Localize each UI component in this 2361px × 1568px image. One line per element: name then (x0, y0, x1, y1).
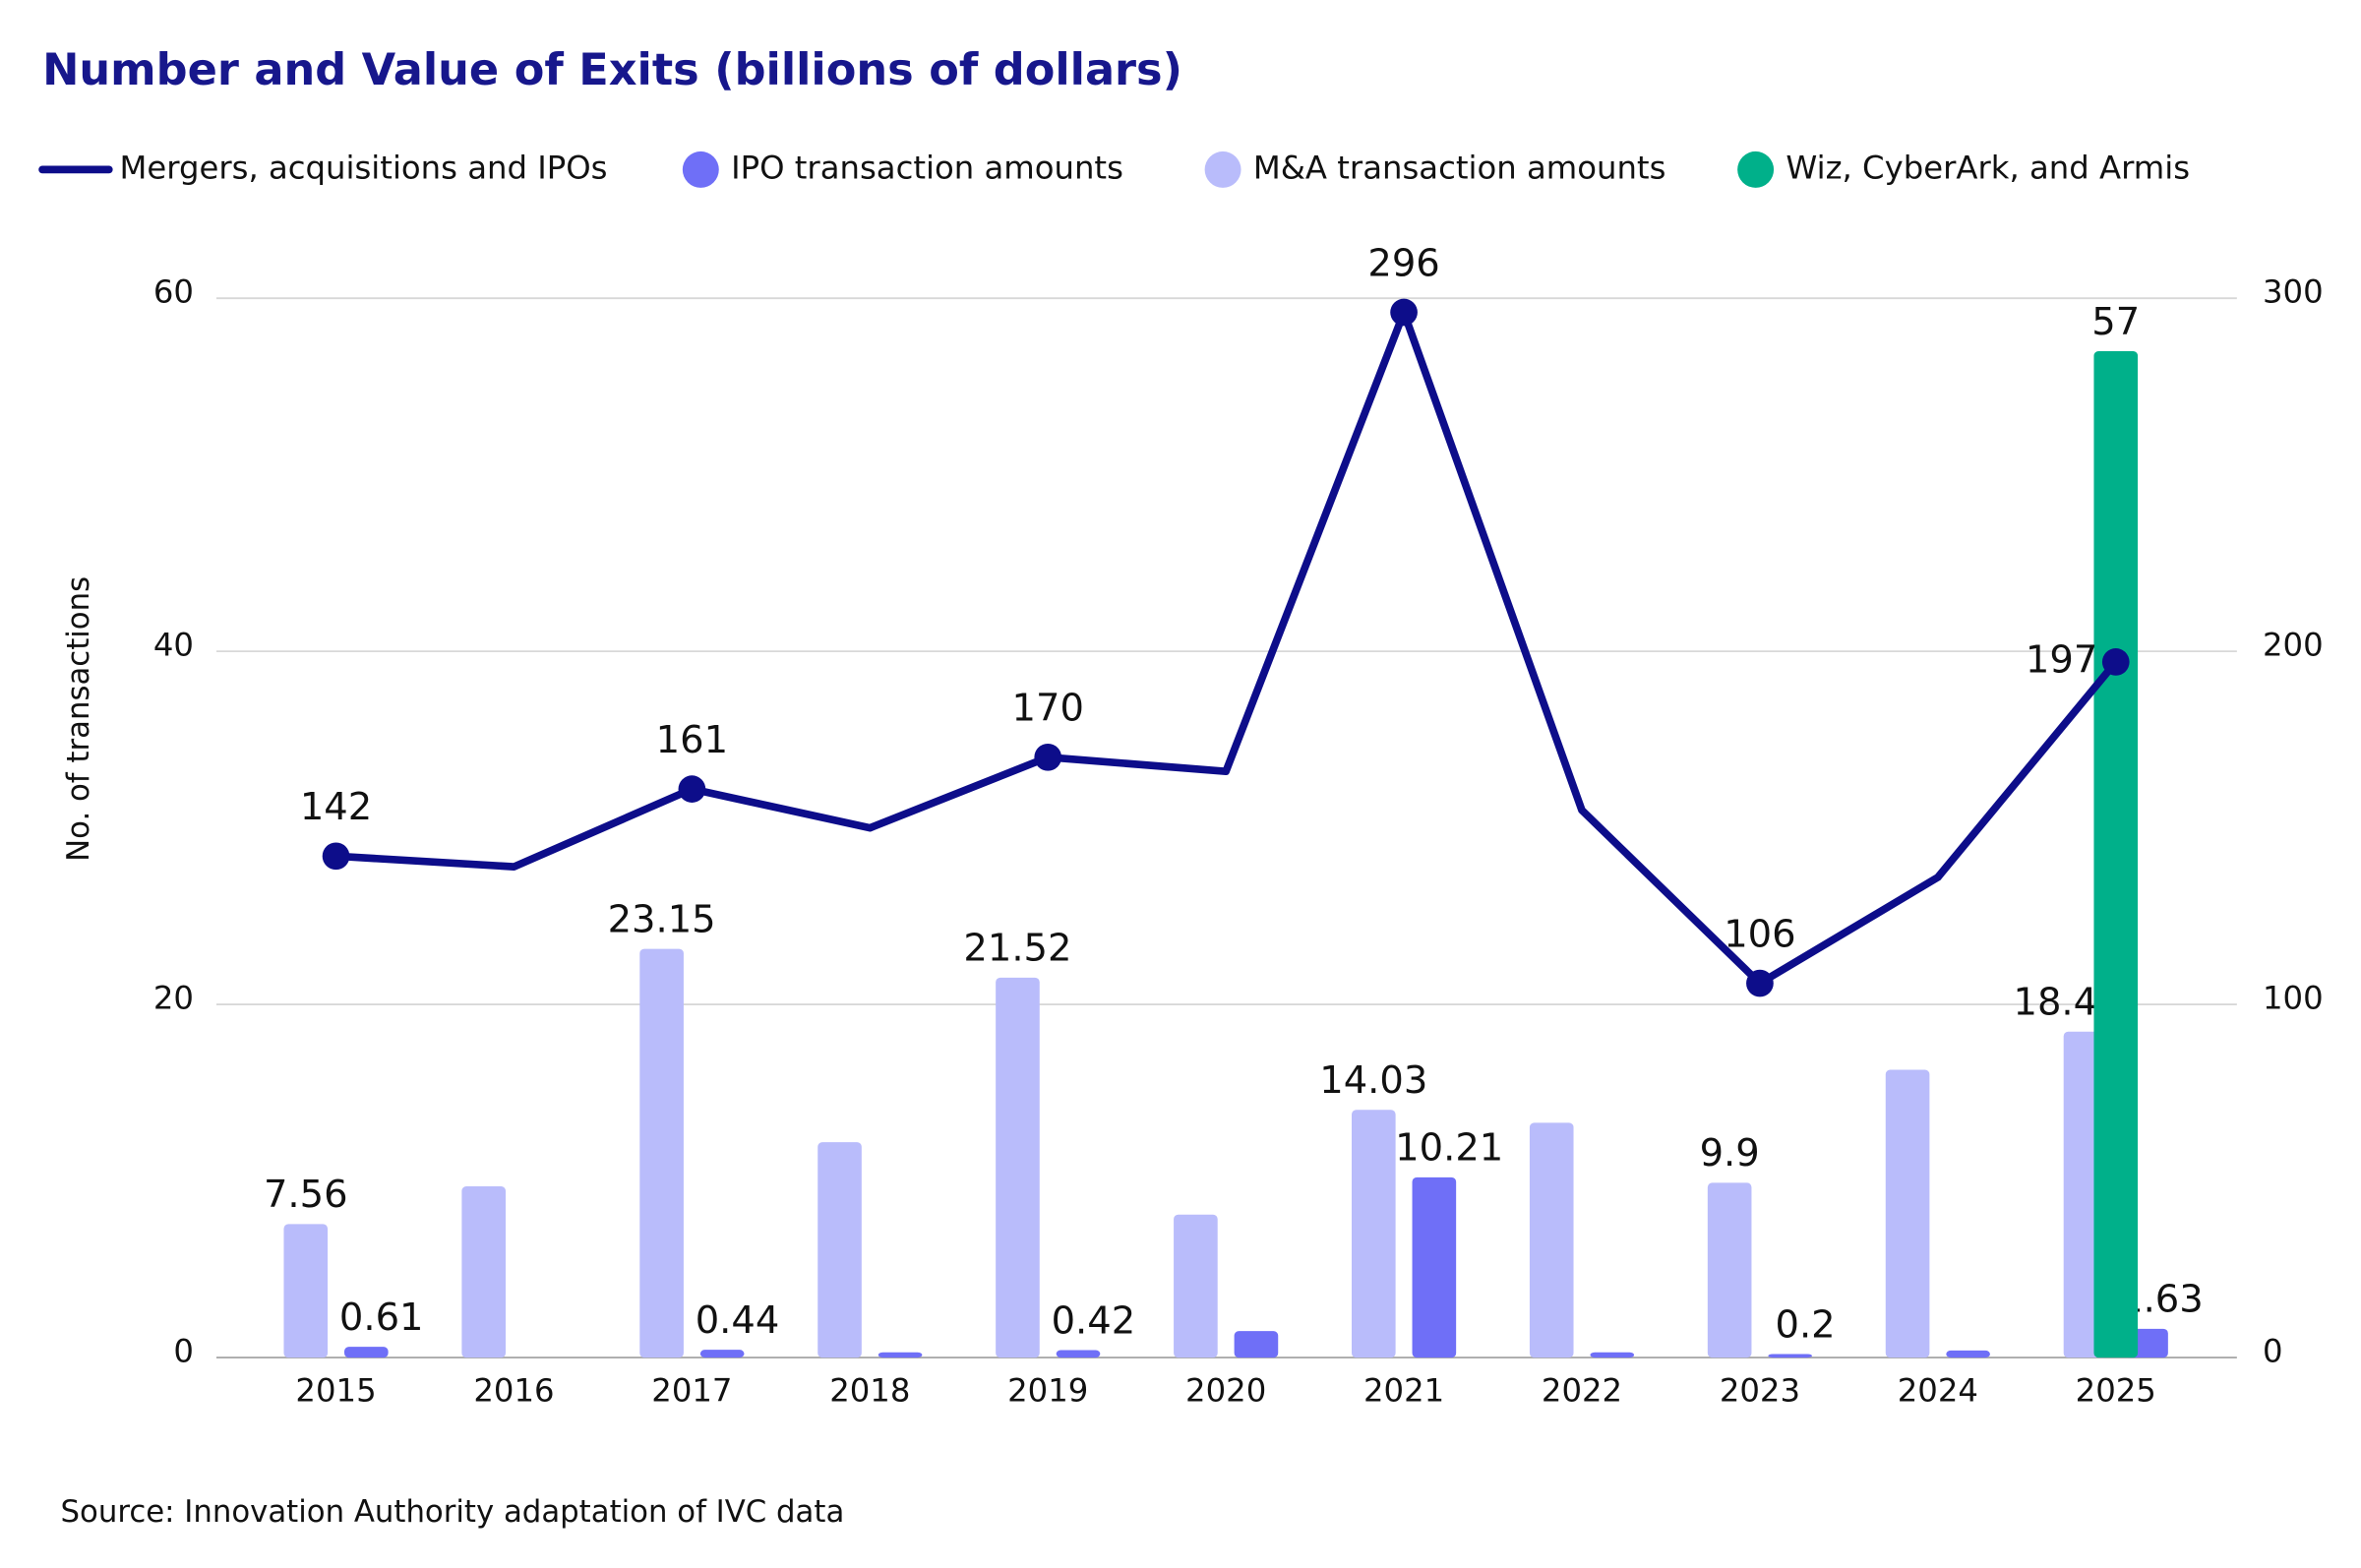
data-label: 142 (300, 785, 372, 829)
bar (1768, 1354, 1813, 1358)
x-tick-label: 2016 (473, 1371, 554, 1409)
data-label: 14.03 (1319, 1058, 1427, 1103)
x-tick-label: 2020 (1185, 1371, 1266, 1409)
bar (878, 1352, 923, 1358)
x-tick-label: 2021 (1363, 1371, 1444, 1409)
data-label: 10.21 (1395, 1126, 1503, 1171)
y2-tick-label: 100 (2263, 979, 2324, 1016)
bar (1885, 1069, 1930, 1358)
data-label: 9.9 (1700, 1131, 1760, 1176)
data-label: 57 (2091, 300, 2140, 344)
x-tick-label: 2019 (1007, 1371, 1088, 1409)
legend-label: IPO transaction amounts (731, 149, 1123, 186)
x-tick-label: 2022 (1542, 1371, 1622, 1409)
x-tick-label: 2024 (1898, 1371, 1978, 1409)
bar (461, 1185, 506, 1358)
legend-swatch (1204, 151, 1241, 188)
legend-swatch (682, 151, 719, 188)
legend-label: Wiz, CyberArk, and Armis (1786, 149, 2190, 186)
legend-swatch (1737, 151, 1775, 188)
bar (1234, 1331, 1279, 1358)
line-point (678, 775, 706, 803)
bar (817, 1142, 862, 1358)
data-label: 23.15 (608, 897, 716, 941)
data-label: 21.52 (963, 927, 1071, 971)
line-point (2101, 648, 2130, 676)
data-label: 0.42 (1052, 1298, 1136, 1343)
x-tick-label: 2017 (651, 1371, 732, 1409)
x-tick-label: 2015 (295, 1371, 376, 1409)
bar (639, 948, 684, 1358)
y-tick-label: 0 (173, 1332, 194, 1369)
data-label: 106 (1724, 912, 1795, 956)
legend-label: Mergers, acquisitions and IPOs (120, 149, 608, 186)
y-axis-title: No. of transactions (61, 576, 96, 862)
x-tick-label: 2025 (2076, 1371, 2156, 1409)
line-point (1746, 969, 1774, 997)
y2-tick-label: 300 (2263, 273, 2324, 311)
data-label: 0.44 (696, 1298, 780, 1343)
source-note: Source: Innovation Authority adaptation … (61, 1494, 845, 1530)
data-label: 170 (1012, 687, 1084, 731)
bar (996, 977, 1040, 1358)
bar (1529, 1122, 1574, 1358)
data-label: 161 (656, 718, 728, 762)
bar (1352, 1110, 1396, 1358)
y-tick-label: 20 (153, 979, 194, 1016)
data-label: 197 (2026, 637, 2097, 682)
y2-tick-label: 200 (2263, 627, 2324, 664)
bar (1707, 1182, 1752, 1358)
x-tick-label: 2018 (829, 1371, 910, 1409)
line-point (1390, 298, 1418, 327)
data-label: 7.56 (264, 1173, 348, 1217)
chart-title: Number and Value of Exits (billions of d… (42, 44, 1182, 95)
data-label: 296 (1367, 241, 1439, 285)
data-label: 0.61 (339, 1296, 424, 1340)
bar (1056, 1350, 1101, 1358)
data-label: 0.2 (1775, 1302, 1835, 1347)
bar (1946, 1350, 1990, 1358)
bar (1590, 1352, 1635, 1358)
bar (1174, 1214, 1218, 1358)
x-tick-label: 2023 (1720, 1371, 1800, 1409)
y-tick-label: 60 (153, 273, 194, 311)
bar (1412, 1176, 1457, 1358)
y2-tick-label: 0 (2263, 1332, 2283, 1369)
line-point (1034, 743, 1062, 771)
bar (344, 1347, 389, 1358)
line-point (322, 842, 350, 871)
bar (283, 1224, 329, 1358)
legend-label: M&A transaction amounts (1253, 149, 1666, 186)
y-tick-label: 40 (153, 627, 194, 664)
bar (699, 1350, 745, 1358)
line (335, 308, 2119, 988)
bar (2093, 351, 2139, 1358)
